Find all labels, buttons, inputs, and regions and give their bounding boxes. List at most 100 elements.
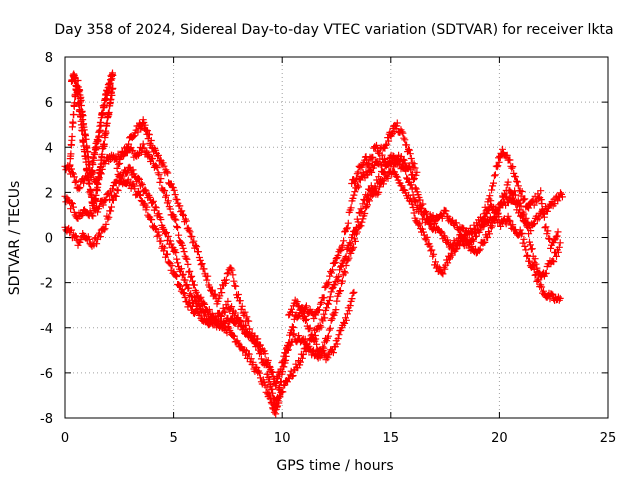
data-point	[315, 306, 323, 314]
data-point	[152, 146, 160, 154]
data-point	[486, 230, 493, 238]
data-point	[526, 241, 534, 249]
data-point	[365, 159, 373, 167]
data-point	[553, 252, 560, 260]
data-point	[294, 313, 302, 321]
data-point	[412, 171, 420, 179]
data-point	[171, 191, 179, 199]
data-point	[249, 358, 257, 366]
data-point	[89, 212, 97, 220]
data-point	[526, 257, 533, 265]
data-point	[410, 209, 418, 217]
data-point	[405, 162, 413, 170]
data-point	[416, 220, 424, 228]
data-point	[358, 208, 366, 216]
data-point	[234, 339, 242, 347]
data-point	[99, 201, 107, 209]
data-point	[217, 312, 225, 320]
axis-ticks	[64, 56, 609, 419]
data-point	[320, 310, 328, 318]
data-point	[347, 204, 355, 212]
data-point	[540, 213, 548, 221]
data-point	[129, 166, 137, 174]
data-point	[172, 216, 180, 224]
data-point	[384, 174, 392, 182]
data-point	[503, 151, 511, 159]
data-point	[554, 197, 562, 205]
data-point	[408, 200, 416, 208]
data-point	[364, 201, 371, 209]
data-point	[108, 203, 115, 211]
data-point	[470, 237, 478, 245]
data-point	[326, 272, 334, 280]
data-point	[337, 263, 344, 271]
data-point	[114, 187, 122, 194]
data-point	[520, 235, 528, 243]
data-point	[219, 318, 227, 326]
data-point	[340, 237, 348, 245]
data-point	[69, 203, 77, 211]
data-point	[369, 153, 377, 161]
data-point	[305, 325, 313, 333]
data-point	[351, 178, 359, 186]
data-point	[487, 197, 495, 205]
data-point	[192, 288, 200, 296]
data-point	[332, 306, 340, 314]
data-point	[218, 289, 226, 297]
data-point	[109, 185, 116, 193]
data-point	[419, 228, 427, 236]
data-point	[504, 178, 512, 186]
data-point	[186, 228, 194, 236]
data-point	[532, 260, 540, 268]
data-point	[279, 388, 287, 396]
data-point	[496, 204, 504, 212]
data-point	[174, 224, 182, 232]
data-point	[350, 288, 358, 296]
data-point	[459, 224, 467, 232]
data-point	[105, 213, 113, 221]
data-point	[245, 350, 253, 358]
data-point	[124, 144, 132, 152]
data-point	[344, 219, 352, 227]
data-point	[182, 254, 190, 262]
data-point	[197, 261, 205, 269]
data-point	[494, 162, 502, 170]
data-point	[178, 207, 186, 215]
data-point	[408, 185, 416, 193]
data-point	[100, 140, 108, 148]
data-point	[155, 210, 163, 218]
data-point	[410, 160, 418, 168]
data-point	[363, 203, 371, 211]
data-point	[147, 137, 155, 144]
data-point	[82, 158, 90, 166]
y-tick-label: -8	[40, 412, 53, 427]
data-point	[413, 168, 421, 176]
data-point	[342, 316, 350, 324]
data-point	[180, 290, 188, 297]
data-point	[155, 171, 163, 179]
data-point	[186, 299, 194, 307]
data-point	[343, 245, 351, 253]
data-point	[354, 168, 362, 176]
data-point	[411, 184, 419, 192]
data-point	[181, 294, 189, 301]
data-point	[512, 191, 519, 199]
data-point	[102, 129, 110, 137]
data-point	[335, 331, 343, 339]
data-point	[190, 237, 198, 245]
data-point	[357, 222, 365, 230]
data-point	[90, 156, 98, 164]
data-point	[203, 276, 211, 284]
data-point	[403, 174, 411, 182]
data-point	[288, 323, 296, 331]
data-point	[407, 155, 415, 162]
data-point	[293, 298, 301, 306]
data-point	[521, 242, 529, 250]
data-point	[490, 179, 497, 187]
data-point	[139, 140, 147, 148]
data-point	[423, 233, 431, 241]
data-point	[129, 133, 137, 140]
data-point	[279, 357, 287, 365]
data-point	[229, 271, 237, 279]
